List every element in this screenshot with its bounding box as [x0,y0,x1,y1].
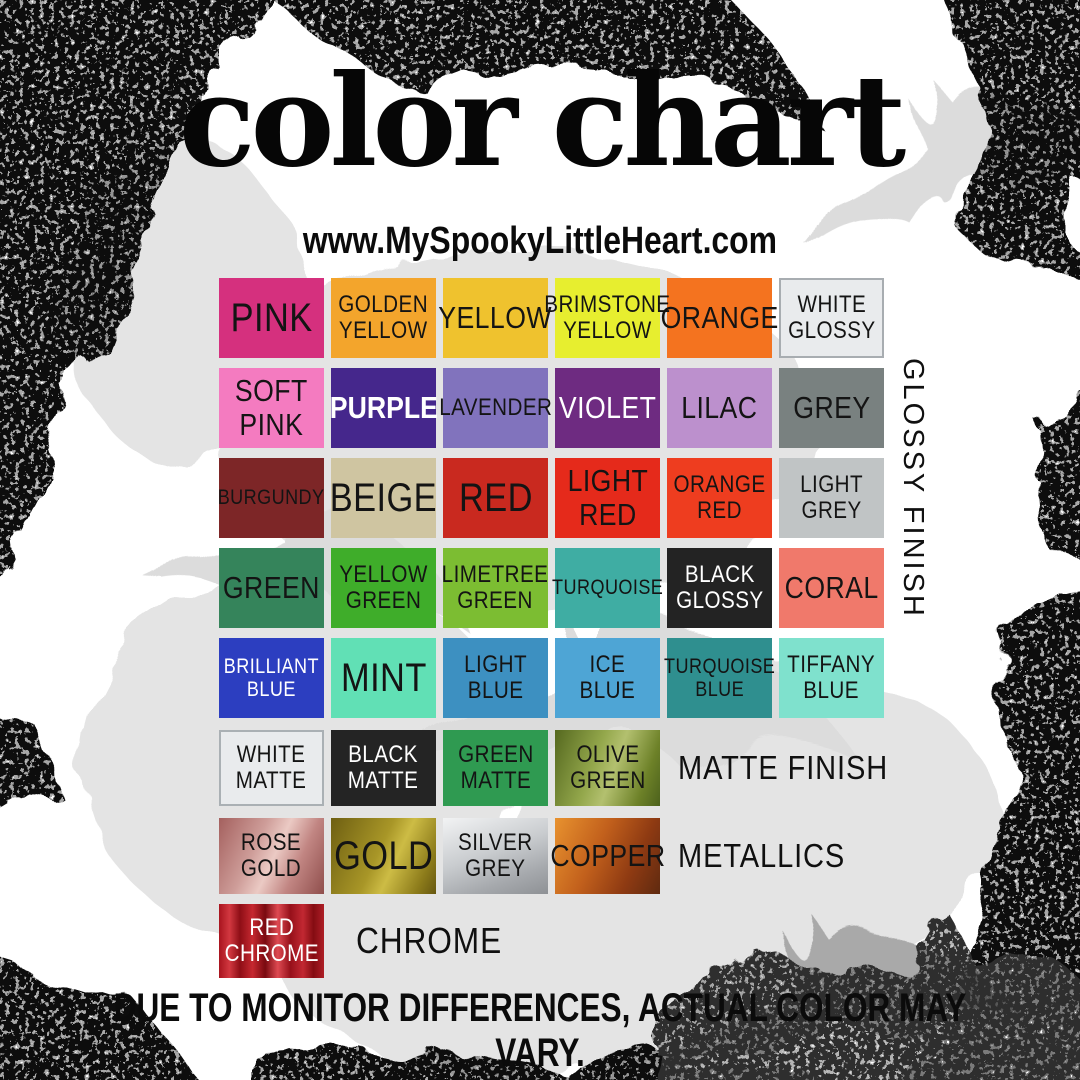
swatch-row: RED CHROME [219,904,889,978]
swatch-label-light-red: LIGHT RED [567,462,648,532]
swatch-label-black-matte: BLACK MATTE [348,740,419,794]
swatch-coral: CORAL [779,548,884,628]
swatch-violet: VIOLET [555,368,660,448]
page-title: color chart [178,47,906,195]
swatch-label-copper: COPPER [549,837,666,873]
swatch-rose-gold: ROSE GOLD [219,818,324,894]
swatch-label-red: RED [458,476,533,520]
swatch-label-brilliant-blue: BRILLIANT BLUE [223,654,320,701]
swatch-limetree-green: LIMETREE GREEN [442,548,549,628]
swatch-brimstone-yellow: BRIMSTONE YELLOW [544,278,670,358]
swatch-burgundy: BURGUNDY [218,458,325,538]
disclaimer-text: DUE TO MONITOR DIFFERENCES, ACTUAL COLOR… [113,986,967,1075]
swatch-label-gold: GOLD [333,834,434,878]
swatch-label-purple: PURPLE [329,389,438,425]
swatch-copper: COPPER [550,818,665,894]
swatch-label-yellow: YELLOW [438,299,553,335]
swatch-row: PINK GOLDEN YELLOW YELLOW BRIMSTONE YELLOW O… [219,278,889,358]
swatch-orange-red: ORANGE RED [667,458,772,538]
swatch-label-rose-gold: ROSE GOLD [241,828,302,882]
swatch-label-olive-green: OLIVE GREEN [569,740,646,794]
swatch-orange: ORANGE [660,278,778,358]
swatch-label-lilac: LILAC [681,389,758,425]
swatch-label-pink: PINK [230,296,313,340]
swatch-label-green-matte: GREEN MATTE [457,740,534,794]
swatch-label-limetree-green: LIMETREE GREEN [442,560,549,614]
swatch-label-white-matte: WHITE MATTE [236,740,307,794]
swatch-label-coral: CORAL [784,569,879,605]
swatch-white-glossy: WHITE GLOSSY [779,278,884,358]
metallics-label: METALLICS [678,837,846,874]
swatch-grid: PINK GOLDEN YELLOW YELLOW BRIMSTONE YELLOW O… [218,278,889,978]
swatch-label-yellow-green: YELLOW GREEN [339,560,428,614]
swatch-label-orange: ORANGE [660,299,779,335]
swatch-green: GREEN [219,548,324,628]
swatch-yellow: YELLOW [439,278,552,358]
swatch-brilliant-blue: BRILLIANT BLUE [219,638,324,718]
swatch-label-violet: VIOLET [558,389,657,425]
swatch-red: RED [443,458,548,538]
swatch-mint: MINT [331,638,436,718]
swatch-row: BRILLIANT BLUE MINT LIGHT BLUE ICE BLUE TURQ… [219,638,889,718]
swatch-label-beige: BEIGE [329,476,438,520]
swatch-purple: PURPLE [329,368,438,448]
swatch-grey: GREY [779,368,884,448]
swatch-white-matte: WHITE MATTE [219,730,324,806]
swatch-label-white-glossy: WHITE GLOSSY [787,290,876,344]
swatch-label-orange-red: ORANGE RED [673,470,766,524]
swatch-label-golden-yellow: GOLDEN YELLOW [338,290,429,344]
swatch-row: ROSE GOLD GOLD SILVER GREY COPPER [219,818,889,894]
swatch-silver-grey: SILVER GREY [443,818,548,894]
swatch-label-grey: GREY [792,389,871,425]
swatch-label-light-blue: LIGHT BLUE [464,650,527,704]
swatch-label-mint: MINT [340,656,427,700]
dark-bat-bottom-right [660,905,1080,1080]
swatch-label-light-grey: LIGHT GREY [800,470,863,524]
swatch-black-matte: BLACK MATTE [331,730,436,806]
swatch-label-ice-blue: ICE BLUE [579,650,636,704]
swatch-label-silver-grey: SILVER GREY [458,828,533,882]
swatch-green-matte: GREEN MATTE [443,730,548,806]
swatch-label-brimstone-yellow: BRIMSTONE YELLOW [544,290,671,344]
swatch-label-turquoise-blue: TURQUOISE BLUE [663,654,776,701]
swatch-gold: GOLD [331,818,436,894]
swatch-label-black-glossy: BLACK GLOSSY [675,560,764,614]
matte-finish-label: MATTE FINISH [678,749,889,786]
swatch-light-red: LIGHT RED [555,458,660,538]
swatch-yellow-green: YELLOW GREEN [331,548,436,628]
chrome-label: CHROME [356,920,503,961]
swatch-turquoise: TURQUOISE [551,548,664,628]
swatch-lilac: LILAC [667,368,772,448]
swatch-row: GREEN YELLOW GREEN LIMETREE GREEN TURQUOISE… [219,548,889,628]
swatch-red-chrome: RED CHROME [219,904,324,978]
website-url: www.MySpookyLittleHeart.com [302,220,778,262]
swatch-olive-green: OLIVE GREEN [555,730,660,806]
swatch-soft-pink: SOFT PINK [219,368,324,448]
swatch-light-grey: LIGHT GREY [779,458,884,538]
swatch-label-turquoise: TURQUOISE [551,576,664,600]
swatch-golden-yellow: GOLDEN YELLOW [331,278,436,358]
swatch-label-green: GREEN [223,569,320,605]
swatch-label-red-chrome: RED CHROME [224,913,319,967]
swatch-row: BURGUNDY BEIGE RED LIGHT RED ORANGE RED LIGHT… [218,458,889,538]
swatch-label-soft-pink: SOFT PINK [235,372,308,442]
swatch-label-tiffany-blue: TIFFANY BLUE [787,650,876,704]
swatch-row: WHITE MATTE BLACK MATTE GREEN MATTE OLIVE G… [219,730,889,806]
glossy-finish-label: GLOSSY FINISH [897,358,929,619]
swatch-lavender: LAVENDER [439,368,552,448]
swatch-black-glossy: BLACK GLOSSY [667,548,772,628]
swatch-pink: PINK [219,278,324,358]
swatch-beige: BEIGE [329,458,438,538]
swatch-ice-blue: ICE BLUE [555,638,660,718]
swatch-label-burgundy: BURGUNDY [218,486,325,510]
swatch-row: SOFT PINK PURPLE LAVENDER VIOLET LILAC GREY [219,368,889,448]
swatch-tiffany-blue: TIFFANY BLUE [779,638,884,718]
swatch-label-lavender: LAVENDER [438,393,553,421]
swatch-turquoise-blue: TURQUOISE BLUE [663,638,776,718]
swatch-light-blue: LIGHT BLUE [443,638,548,718]
